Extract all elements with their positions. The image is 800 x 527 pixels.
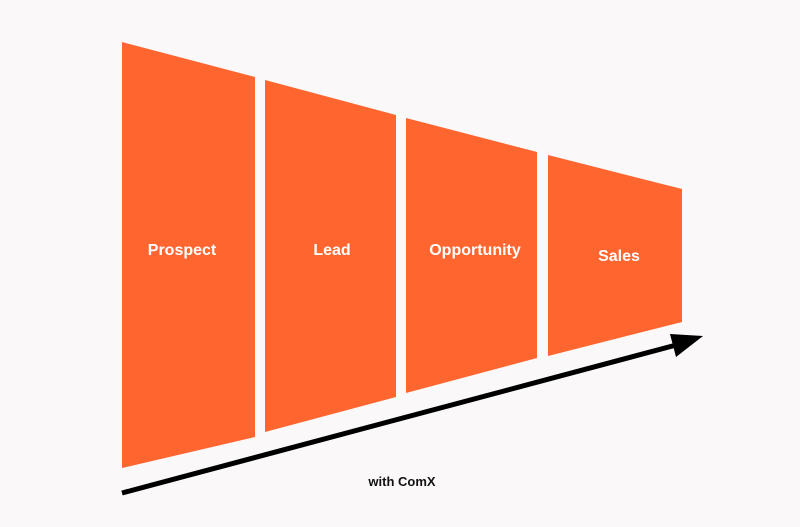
- stage-lead: Lead: [265, 80, 396, 432]
- stage-label: Lead: [313, 242, 350, 259]
- stage-shape: [122, 42, 255, 468]
- growth-arrow: [121, 334, 703, 496]
- stage-label: Prospect: [148, 242, 217, 259]
- stage-shape: [548, 155, 682, 356]
- stage-shape: [406, 118, 537, 393]
- arrow-caption: with ComX: [367, 474, 435, 489]
- stage-prospect: Prospect: [122, 42, 255, 468]
- arrow-head-icon: [670, 334, 703, 357]
- stage-shape: [265, 80, 396, 432]
- stage-label: Opportunity: [429, 242, 521, 259]
- arrow-shaft: [121, 341, 681, 496]
- stage-sales: Sales: [548, 155, 682, 356]
- stage-opportunity: Opportunity: [406, 118, 537, 393]
- stage-label: Sales: [598, 248, 640, 265]
